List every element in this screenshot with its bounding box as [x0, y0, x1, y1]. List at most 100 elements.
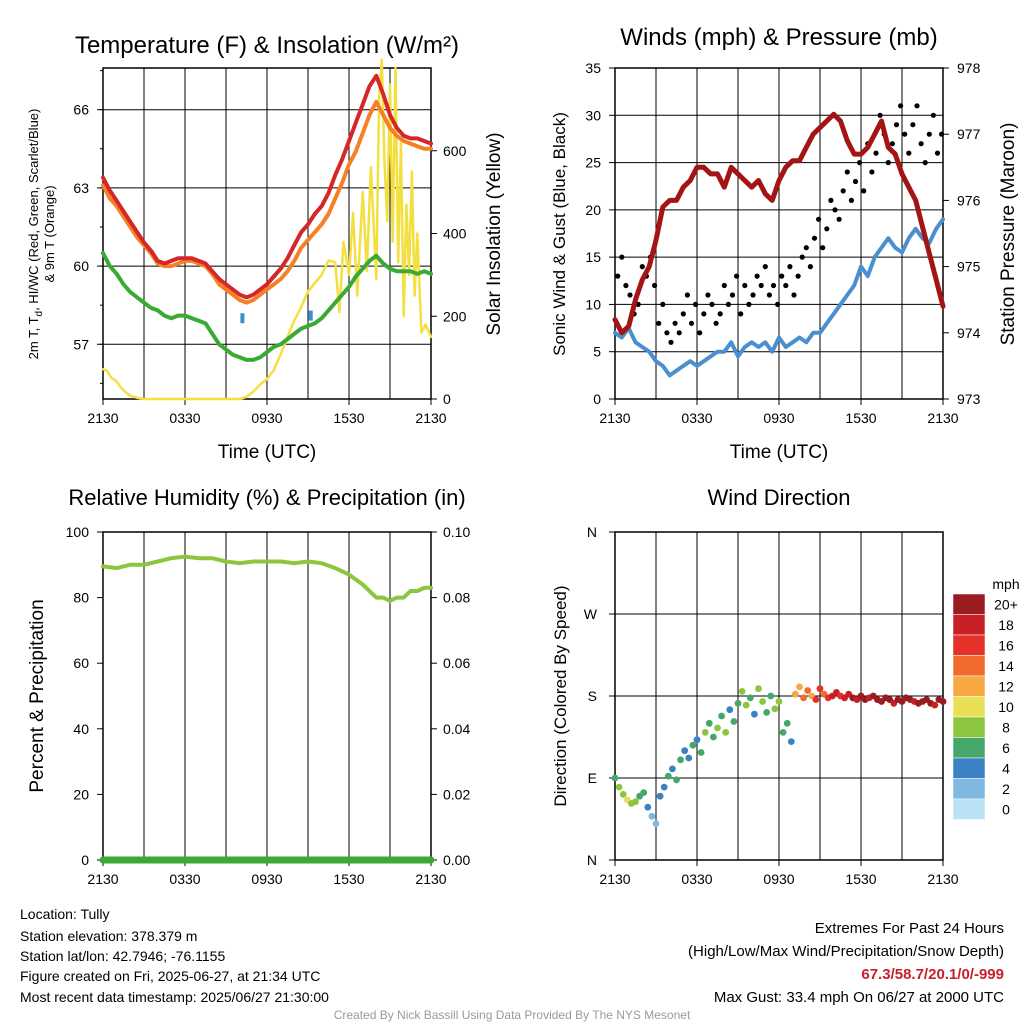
wind-direction-point [763, 709, 771, 716]
series-windchill-point [240, 313, 245, 324]
rh-xtick-label: 0330 [169, 871, 200, 887]
info-location: Location: Tully [20, 906, 110, 922]
series-gust-point [930, 112, 937, 118]
colorbar-swatch [952, 634, 986, 656]
rh-ylabel-left: Percent & Precipitation [27, 599, 48, 792]
colorbar-swatch [952, 737, 986, 759]
wind-direction-point [792, 690, 799, 698]
series-gust-point [775, 301, 781, 307]
wind-direction-point [787, 738, 795, 745]
temp-ytick-left-label: 66 [73, 102, 89, 118]
series-gust-point [729, 292, 736, 298]
rh-ytick-right-label: 0.00 [443, 852, 470, 868]
series-gust-point [824, 226, 830, 232]
wind-xtick-label: 2130 [599, 410, 630, 426]
wind-direction-point [660, 783, 668, 791]
wind-direction-point [615, 783, 623, 791]
wind-direction-point [759, 698, 766, 705]
wind-ylabel-left: Sonic Wind & Gust (Blue, Black) [550, 112, 569, 356]
series-gust-point [770, 282, 777, 289]
wind-direction-point [738, 688, 746, 695]
credit-line: Created By Nick Bassill Using Data Provi… [333, 1008, 691, 1022]
series-gust-point [877, 112, 883, 118]
info-created: Figure created on Fri, 2025-06-27, at 21… [20, 968, 321, 984]
temp-ytick-right-label: 200 [443, 308, 467, 324]
colorbar-label: 20+ [994, 596, 1018, 612]
series-gust-point [889, 141, 896, 147]
wind-ytick-left-label: 30 [585, 107, 601, 123]
rh-ytick-right-label: 0.10 [443, 524, 470, 540]
wind-ytick-left-label: 10 [585, 296, 601, 312]
dir-title: Wind Direction [707, 485, 850, 510]
series-gust-point [840, 188, 846, 194]
series-gust-point [791, 292, 797, 298]
series-gust-point [627, 292, 633, 298]
wind-direction-point [664, 772, 672, 780]
series-gust-point [652, 282, 658, 289]
series-gust-point [807, 264, 814, 270]
series-gust-point [832, 207, 838, 213]
dir-ytick-label: S [588, 688, 597, 704]
series-gust-point [742, 282, 748, 289]
series-gust-point [623, 282, 629, 289]
series-gust-point [783, 282, 789, 289]
dir-ytick-label: N [587, 852, 597, 868]
wind-direction-point [939, 698, 947, 705]
series-gust-point [910, 122, 916, 128]
series-gust-point [836, 216, 842, 222]
series-gust-point [697, 330, 703, 336]
wind-direction-point [767, 692, 775, 700]
series-gust-point [705, 292, 711, 298]
series-gust-point [684, 292, 691, 298]
wind-direction-point [812, 696, 820, 703]
series-gust-point [869, 169, 875, 175]
series-gust-point [799, 254, 805, 260]
temp-xtick-label: 0930 [251, 410, 282, 426]
extremes-values: 67.3/58.7/20.1/0/-999 [861, 966, 1004, 983]
series-gust-point [857, 160, 863, 166]
rh-ytick-right-label: 0.02 [443, 786, 470, 802]
temp-title: Temperature (F) & Insolation (W/m²) [75, 32, 459, 59]
series-9m-temperature [101, 99, 433, 305]
wind-direction-point [804, 687, 812, 694]
wind-direction-point [751, 710, 758, 718]
series-relative-humidity [101, 554, 433, 603]
series-gust-point [709, 301, 715, 307]
wind-direction-point [796, 683, 803, 691]
wind-direction-point [685, 754, 693, 762]
rh-ytick-left-label: 60 [73, 655, 89, 671]
wind-ytick-left-label: 5 [593, 344, 601, 360]
series-gust-point [939, 131, 945, 137]
series-gust-point [750, 292, 756, 298]
wind-direction-point [800, 694, 807, 702]
series-gust-point [639, 264, 645, 270]
dir-ytick-label: E [588, 770, 597, 786]
series-2m-temperature [101, 73, 433, 300]
extremes-max-gust: Max Gust: 33.4 mph On 06/27 at 2000 UTC [713, 989, 1004, 1006]
temp-ytick-left-label: 60 [73, 258, 89, 274]
series-gust-point [893, 122, 900, 128]
wind-direction-point [693, 736, 701, 744]
wind-xtick-label: 0930 [763, 410, 794, 426]
series-gust-point [762, 264, 768, 270]
series-gust-point [906, 150, 912, 156]
wind-direction-point [742, 701, 750, 709]
series-gust-point [766, 292, 773, 298]
temp-ylabel-left-line2: & 9m T (Orange) [42, 185, 57, 282]
colorbar-label: 0 [1002, 801, 1010, 817]
wind-direction-point [701, 729, 709, 736]
series-gust-point [795, 273, 801, 279]
wind-direction-point [710, 733, 717, 741]
series-gust-point [820, 245, 826, 251]
rh-xtick-label: 1530 [333, 871, 364, 887]
wind-direction-point [669, 765, 676, 773]
dir-xtick-label: 1530 [845, 871, 876, 887]
series-gust-point [738, 311, 744, 317]
temp-xtick-label: 2130 [87, 410, 118, 426]
rh-ytick-right-label: 0.08 [443, 590, 470, 606]
series-gust-point [885, 160, 891, 166]
series-gust-point [664, 330, 670, 336]
series-gust-point [861, 188, 867, 194]
wind-direction-point [640, 789, 648, 796]
wind-direction-point [652, 820, 660, 827]
